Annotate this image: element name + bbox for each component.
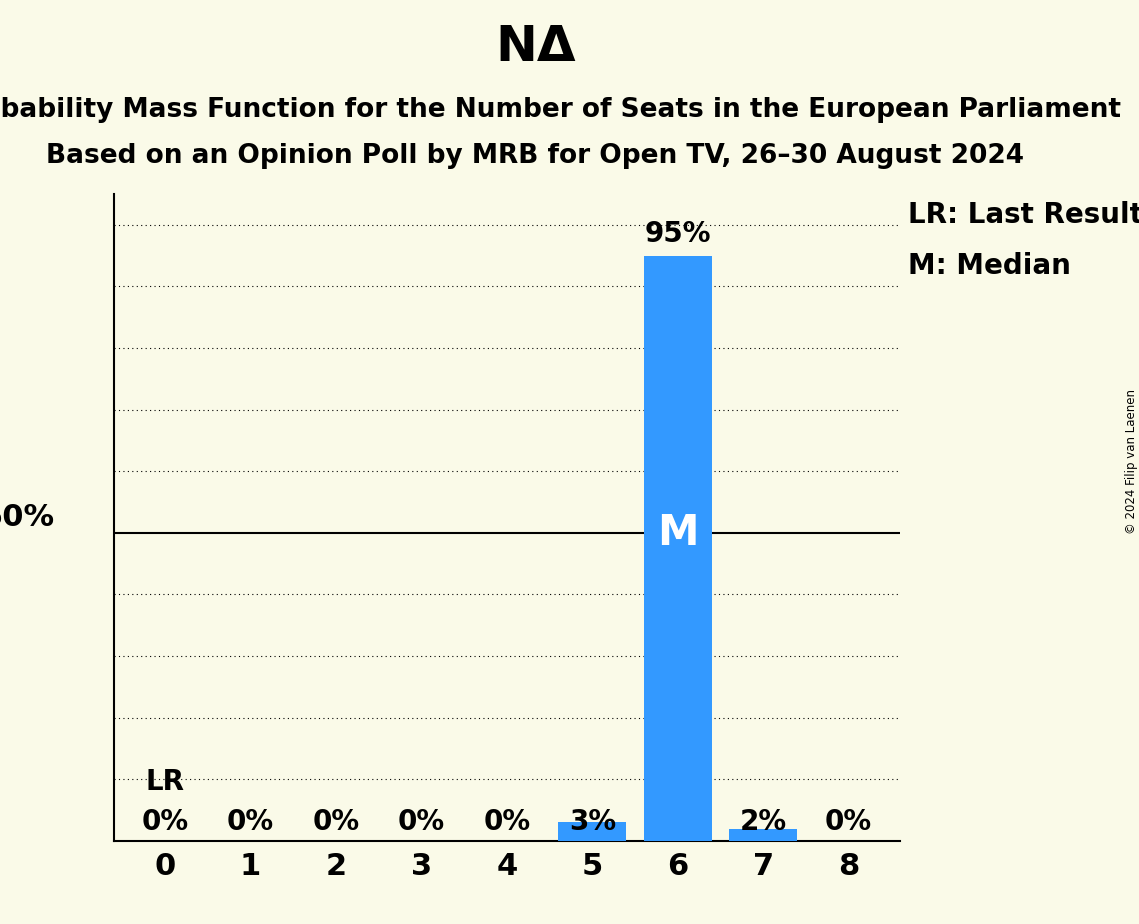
- Bar: [644, 256, 712, 841]
- Text: M: Median: M: Median: [908, 252, 1071, 280]
- Text: LR: Last Result: LR: Last Result: [908, 201, 1139, 228]
- Text: Probability Mass Function for the Number of Seats in the European Parliament: Probability Mass Function for the Number…: [0, 97, 1121, 123]
- Text: NΔ: NΔ: [495, 23, 575, 71]
- Text: 0%: 0%: [141, 808, 189, 836]
- Bar: [558, 822, 626, 841]
- Text: 3%: 3%: [568, 808, 616, 836]
- Text: 0%: 0%: [825, 808, 872, 836]
- Text: Based on an Opinion Poll by MRB for Open TV, 26–30 August 2024: Based on an Opinion Poll by MRB for Open…: [47, 143, 1024, 169]
- Text: 0%: 0%: [227, 808, 274, 836]
- Text: 0%: 0%: [398, 808, 445, 836]
- Text: LR: LR: [146, 769, 185, 796]
- Text: M: M: [657, 512, 698, 553]
- Text: 95%: 95%: [645, 220, 711, 249]
- Text: © 2024 Filip van Laenen: © 2024 Filip van Laenen: [1124, 390, 1138, 534]
- Text: 50%: 50%: [0, 503, 55, 532]
- Bar: [729, 829, 797, 841]
- Text: 0%: 0%: [483, 808, 531, 836]
- Text: 2%: 2%: [739, 808, 787, 836]
- Text: 0%: 0%: [312, 808, 360, 836]
